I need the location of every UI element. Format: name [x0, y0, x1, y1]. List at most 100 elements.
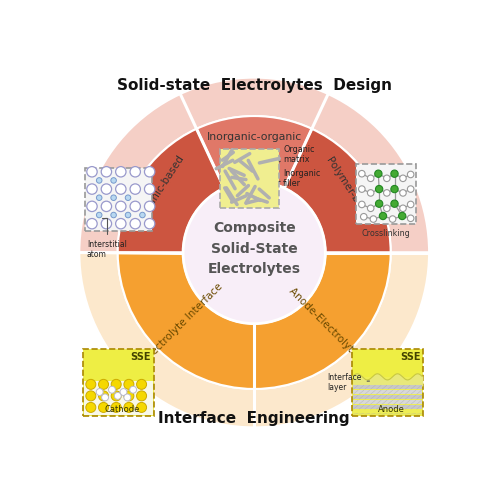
Text: Interstitial
atom: Interstitial atom: [87, 218, 127, 259]
Circle shape: [87, 184, 97, 194]
Circle shape: [87, 218, 97, 229]
Circle shape: [111, 212, 117, 218]
Bar: [353, 396, 422, 399]
Wedge shape: [79, 78, 429, 252]
Circle shape: [96, 388, 103, 396]
Circle shape: [368, 175, 374, 182]
Circle shape: [111, 402, 121, 412]
Circle shape: [368, 190, 374, 196]
Text: Cathode-Electrolyte Interface: Cathode-Electrolyte Interface: [110, 282, 225, 398]
Circle shape: [96, 212, 102, 218]
Circle shape: [99, 391, 109, 401]
Wedge shape: [118, 129, 224, 252]
Circle shape: [399, 212, 406, 220]
Circle shape: [375, 200, 383, 207]
Circle shape: [86, 391, 96, 401]
Circle shape: [109, 386, 116, 393]
Circle shape: [116, 184, 126, 194]
Circle shape: [391, 186, 398, 192]
Circle shape: [120, 388, 127, 396]
Circle shape: [99, 402, 109, 412]
Circle shape: [136, 391, 147, 401]
Circle shape: [374, 170, 382, 177]
FancyBboxPatch shape: [356, 164, 416, 224]
FancyBboxPatch shape: [220, 148, 279, 208]
Circle shape: [86, 380, 96, 390]
Circle shape: [116, 166, 126, 177]
Circle shape: [125, 212, 131, 218]
FancyBboxPatch shape: [352, 348, 424, 416]
Circle shape: [368, 205, 374, 212]
Circle shape: [101, 166, 112, 177]
Circle shape: [116, 201, 126, 211]
Circle shape: [407, 201, 414, 207]
Wedge shape: [118, 252, 254, 389]
Circle shape: [389, 216, 396, 222]
Circle shape: [407, 215, 414, 222]
Circle shape: [383, 190, 390, 196]
Circle shape: [124, 402, 134, 412]
Circle shape: [361, 214, 367, 220]
Circle shape: [111, 178, 117, 183]
Text: SSE: SSE: [130, 352, 151, 362]
Circle shape: [101, 218, 112, 229]
Circle shape: [96, 195, 102, 200]
FancyBboxPatch shape: [85, 168, 152, 232]
Circle shape: [130, 201, 140, 211]
Text: Organic
matrix: Organic matrix: [279, 145, 314, 165]
Circle shape: [183, 182, 325, 324]
Circle shape: [407, 171, 414, 177]
Circle shape: [136, 402, 147, 412]
Circle shape: [116, 218, 126, 229]
Bar: [353, 390, 422, 394]
Circle shape: [87, 166, 97, 177]
Text: Solid-state  Electrolytes  Design: Solid-state Electrolytes Design: [117, 78, 392, 93]
Circle shape: [111, 391, 121, 401]
Circle shape: [101, 201, 112, 211]
Circle shape: [86, 402, 96, 412]
Circle shape: [124, 391, 134, 401]
Text: Inorganic-organic: Inorganic-organic: [206, 132, 302, 142]
Circle shape: [370, 216, 376, 222]
Wedge shape: [284, 129, 391, 252]
Circle shape: [96, 178, 102, 183]
Bar: [353, 406, 422, 409]
Text: Inorganic-based: Inorganic-based: [132, 153, 186, 228]
Circle shape: [359, 186, 365, 192]
Text: Polymer-based: Polymer-based: [324, 156, 374, 226]
Circle shape: [391, 200, 398, 207]
Circle shape: [359, 201, 365, 207]
Circle shape: [130, 218, 140, 229]
Circle shape: [124, 380, 134, 390]
Circle shape: [400, 175, 406, 182]
Circle shape: [144, 201, 155, 211]
Circle shape: [111, 380, 121, 390]
Bar: [353, 350, 422, 377]
Circle shape: [383, 205, 390, 212]
Circle shape: [400, 205, 406, 212]
Circle shape: [130, 166, 140, 177]
Circle shape: [111, 195, 117, 200]
Text: Cathode: Cathode: [105, 405, 140, 414]
Circle shape: [125, 195, 131, 200]
Circle shape: [375, 186, 383, 192]
Bar: [84, 350, 153, 381]
Text: Anode: Anode: [378, 405, 405, 414]
Text: Inorganic
filler: Inorganic filler: [279, 169, 320, 188]
Circle shape: [129, 386, 136, 393]
FancyBboxPatch shape: [83, 348, 154, 416]
Circle shape: [144, 184, 155, 194]
Circle shape: [124, 394, 131, 401]
Circle shape: [114, 392, 121, 400]
Circle shape: [102, 394, 109, 401]
Wedge shape: [254, 252, 391, 389]
Circle shape: [130, 184, 140, 194]
Text: Composite
Solid-State
Electrolytes: Composite Solid-State Electrolytes: [208, 221, 301, 276]
Circle shape: [140, 212, 145, 218]
Bar: [353, 386, 422, 389]
Wedge shape: [79, 252, 429, 428]
Circle shape: [136, 380, 147, 390]
Circle shape: [400, 190, 406, 196]
Circle shape: [101, 184, 112, 194]
Circle shape: [391, 170, 398, 177]
